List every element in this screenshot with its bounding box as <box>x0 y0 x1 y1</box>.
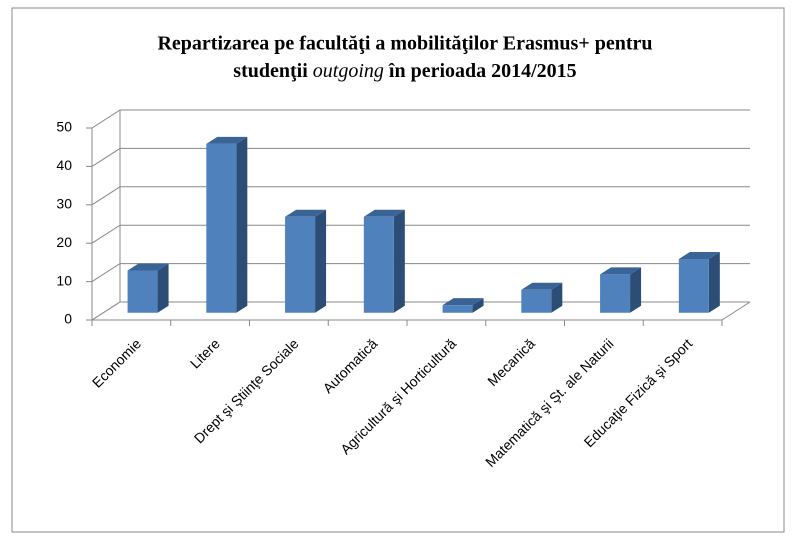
title-part: studenţii <box>233 60 308 82</box>
y-tick-label: 40 <box>56 157 72 173</box>
grid-line <box>91 109 750 129</box>
grid-line <box>91 224 750 244</box>
y-tick-label: 0 <box>64 311 72 327</box>
bar-side <box>708 252 720 313</box>
y-tick-label: 50 <box>56 119 72 135</box>
title-part: în perioada 2014/2015 <box>388 60 577 82</box>
bar <box>206 136 248 313</box>
bar <box>521 282 563 313</box>
bar-side <box>157 263 169 313</box>
bar-top <box>206 136 248 144</box>
chart-title: Repartizarea pe facultăţi a mobilităţilo… <box>157 33 652 55</box>
grid-line <box>91 186 750 206</box>
bar <box>285 209 327 313</box>
y-tick-label: 20 <box>56 234 72 250</box>
bar-side <box>630 267 642 313</box>
bar-top <box>442 298 484 306</box>
bar-front <box>206 143 237 313</box>
y-tick-label: 30 <box>56 196 72 212</box>
bar-front <box>127 270 158 313</box>
grid-line <box>91 147 750 167</box>
bar <box>678 252 720 313</box>
bar-front <box>285 216 316 313</box>
title-part: outgoing <box>313 60 384 82</box>
bar-front <box>363 216 394 313</box>
bar-side <box>551 282 563 313</box>
bar-top <box>678 252 720 260</box>
bar <box>127 263 169 313</box>
bar-side <box>393 209 405 313</box>
bar-side <box>236 136 248 313</box>
bar-side <box>472 298 484 313</box>
bar-front <box>521 289 552 313</box>
bar <box>363 209 405 313</box>
bar-side <box>315 209 327 313</box>
bar-top <box>600 267 642 275</box>
bar-front <box>600 274 631 313</box>
bar-front <box>442 305 473 313</box>
y-tick-label: 10 <box>56 272 72 288</box>
bar <box>442 298 484 313</box>
bar-front <box>678 259 709 313</box>
bar <box>600 267 642 313</box>
bar-top <box>285 209 327 217</box>
bar-top <box>521 282 563 290</box>
grid-line <box>91 263 750 283</box>
bar-top <box>363 209 405 217</box>
bar-top <box>127 263 169 271</box>
chart-title: studenţii outgoing în perioada 2014/2015 <box>233 60 576 82</box>
